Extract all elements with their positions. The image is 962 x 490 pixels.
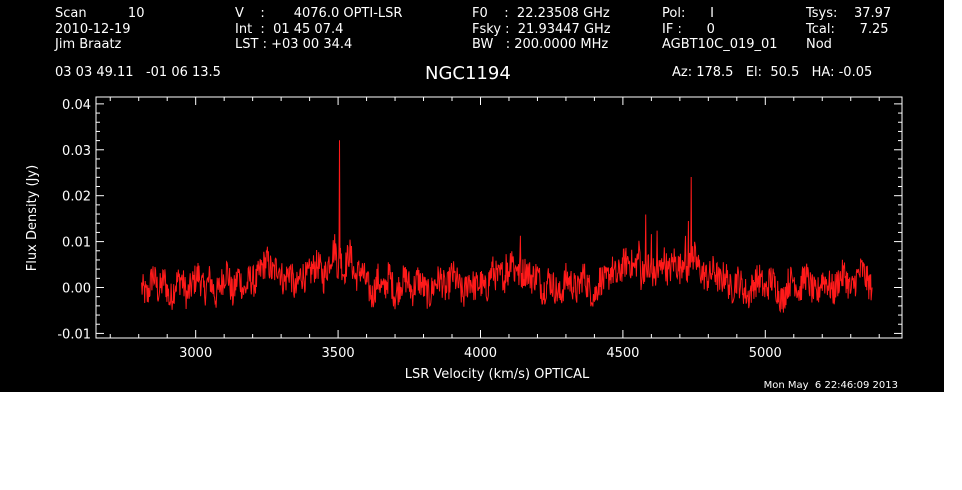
- y-tick-label: 0.02: [62, 190, 91, 205]
- header-date: 2010-12-19: [55, 22, 131, 37]
- y-axis-title: Flux Density (Jy): [25, 165, 40, 271]
- header-velocity: V : 4076.0 OPTI-LSR: [235, 6, 403, 21]
- x-tick-label: 3500: [322, 346, 355, 361]
- x-tick-label: 4500: [606, 346, 639, 361]
- spectrum-trace: [141, 140, 873, 314]
- x-tick-label: 3000: [179, 346, 212, 361]
- y-tick-label: 0.01: [62, 236, 91, 251]
- header-coords: 03 03 49.11 -01 06 13.5: [55, 65, 221, 80]
- y-tick-label: 0.03: [62, 144, 91, 159]
- header-az-el-ha: Az: 178.5 El: 50.5 HA: -0.05: [672, 65, 873, 80]
- header-tsys: Tsys: 37.97: [806, 6, 892, 21]
- spectrum-chart: 3000 3500 4000 4500 5000 -0.01 0.00 0.01 0.02 0.…: [25, 96, 903, 382]
- plot-panel: Scan 10 2010-12-19 Jim Braatz V : 4076.0…: [0, 0, 944, 392]
- y-axis-ticks: -0.01 0.00 0.01 0.02 0.03 0.04: [57, 98, 902, 342]
- header-scan: Scan 10: [55, 6, 145, 21]
- header-lst: LST : +03 00 34.4: [235, 37, 353, 52]
- plot-frame: [95, 96, 903, 339]
- header-bw: BW : 200.0000 MHz: [472, 37, 609, 52]
- header-f0: F0 : 22.23508 GHz: [472, 6, 610, 21]
- x-axis-ticks: 3000 3500 4000 4500 5000: [109, 97, 880, 361]
- y-tick-label: 0.00: [62, 282, 91, 297]
- y-tick-label: -0.01: [57, 327, 91, 342]
- header-observer: Jim Braatz: [55, 37, 122, 52]
- plot-timestamp: Mon May 6 22:46:09 2013: [763, 380, 898, 391]
- header-if: IF : 0: [662, 22, 715, 37]
- target-name: NGC1194: [425, 63, 511, 84]
- header-int: Int : 01 45 07.4: [235, 22, 344, 37]
- x-axis-title: LSR Velocity (km/s) OPTICAL: [405, 367, 590, 382]
- header-mode: Nod: [806, 37, 832, 52]
- y-tick-label: 0.04: [62, 98, 91, 113]
- header-fsky: Fsky : 21.93447 GHz: [472, 22, 611, 37]
- header-project: AGBT10C_019_01: [662, 37, 778, 52]
- header-tcal: Tcal: 7.25: [806, 22, 889, 37]
- x-tick-label: 4000: [464, 346, 497, 361]
- header-pol: Pol: I: [662, 6, 714, 21]
- x-tick-label: 5000: [749, 346, 782, 361]
